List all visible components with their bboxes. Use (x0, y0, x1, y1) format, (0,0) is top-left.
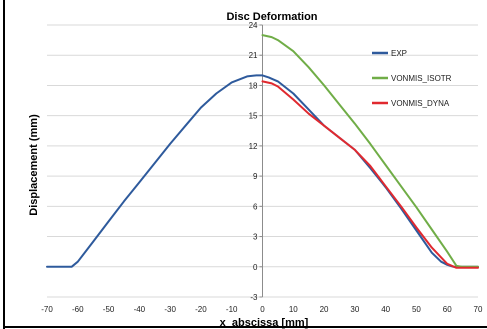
legend-label: VONMIS_ISOTR (391, 74, 452, 83)
series-line-exp (46, 74, 479, 268)
y-tick-label: 6 (253, 202, 258, 211)
legend-label: EXP (391, 49, 407, 58)
x-tick-label: -30 (164, 305, 176, 314)
x-tick-label: -20 (195, 305, 207, 314)
x-tick-label: 50 (412, 305, 421, 314)
y-tick-labels: -3 0 3 6 9 12 15 18 21 24 (249, 21, 258, 302)
x-tick-label: 60 (443, 305, 452, 314)
x-tick-label: -70 (41, 305, 53, 314)
x-tick-label: -40 (134, 305, 146, 314)
x-tick-label: 70 (474, 305, 483, 314)
frame-left-border (3, 0, 5, 329)
x-tick-label: 40 (381, 305, 390, 314)
y-tick-label: 24 (249, 21, 258, 30)
zero-axis (259, 24, 263, 298)
legend: EXP VONMIS_ISOTR VONMIS_DYNA (372, 49, 452, 108)
series-line-vonmis-isotr (261, 34, 479, 268)
x-tick-label: -10 (226, 305, 238, 314)
y-tick-label: 0 (253, 263, 258, 272)
y-tick-label: 15 (249, 112, 258, 121)
x-tick-label: 10 (289, 305, 298, 314)
x-tick-label: -50 (103, 305, 115, 314)
x-tick-labels: -70 -60 -50 -40 -30 -20 -10 0 10 20 30 40 50 60 70 (41, 305, 483, 314)
legend-label: VONMIS_DYNA (391, 99, 450, 108)
y-tick-label: 9 (253, 172, 258, 181)
x-tick-label: 30 (350, 305, 359, 314)
y-tick-label: 18 (249, 81, 258, 90)
series-line-vonmis-dyna (261, 80, 479, 269)
frame-bottom-border (3, 326, 487, 328)
chart-title: Disc Deformation (226, 11, 317, 23)
y-tick-label: -3 (250, 293, 258, 302)
x-axis-title: x_abscissa [mm] (220, 317, 309, 329)
y-tick-label: 21 (249, 51, 258, 60)
y-tick-label: 12 (249, 142, 258, 151)
x-tick-label: -60 (72, 305, 84, 314)
x-tick-label: 20 (320, 305, 329, 314)
x-tick-label: 0 (260, 305, 265, 314)
y-tick-label: 3 (253, 233, 258, 242)
y-axis-title: Displacement (mm) (28, 114, 40, 216)
series-layer (46, 34, 479, 269)
